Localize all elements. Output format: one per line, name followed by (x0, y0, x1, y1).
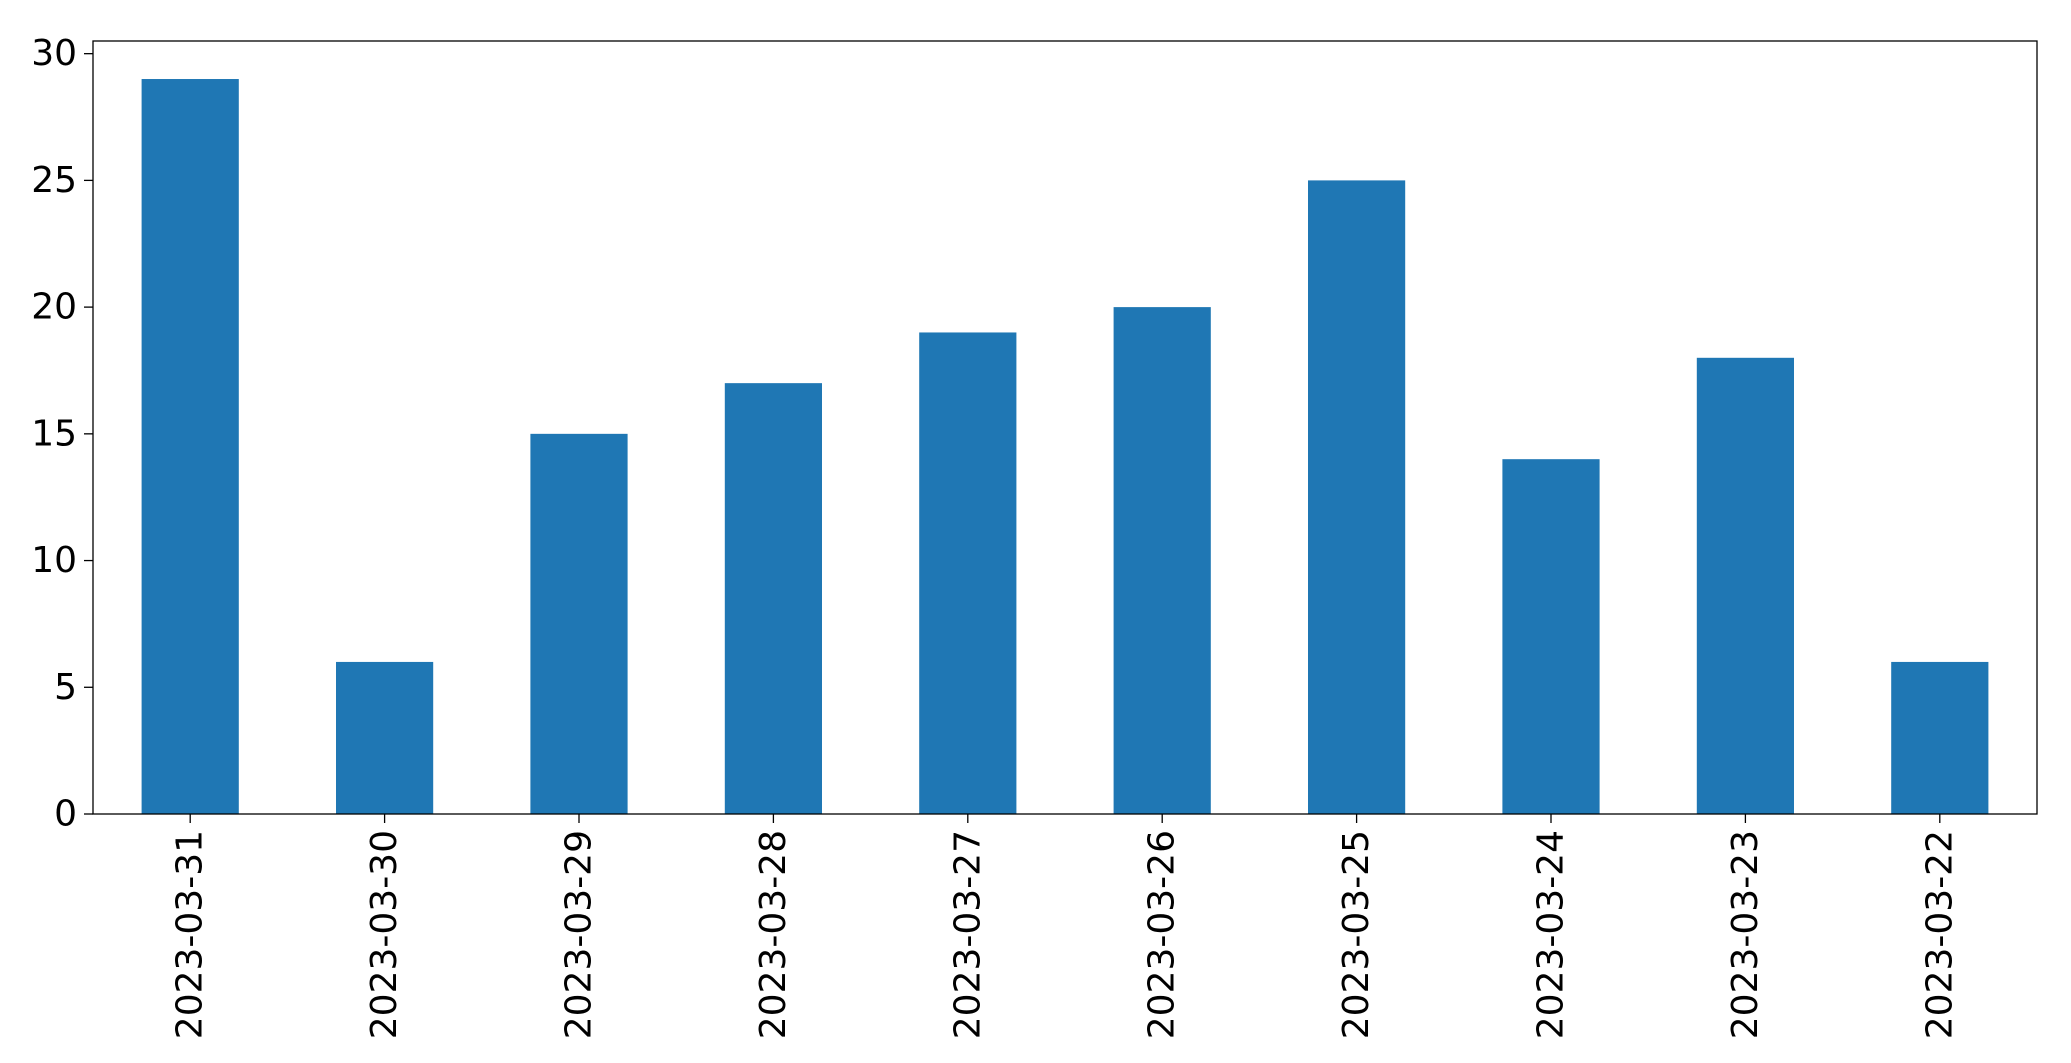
x-tick-label: 2023-03-26 (1142, 830, 1183, 1039)
bar-2023-03-28 (724, 383, 822, 814)
x-tick-label: 2023-03-23 (1725, 830, 1766, 1039)
bar-2023-03-23 (1696, 357, 1794, 814)
x-tick-label: 2023-03-27 (947, 830, 988, 1039)
y-tick-label: 15 (31, 413, 77, 454)
y-tick-label: 5 (54, 667, 77, 708)
y-tick-label: 30 (31, 33, 77, 74)
x-axis: 2023-03-31 2023-03-30 2023-03-29 2023-03-28… (170, 814, 1960, 1039)
bar-2023-03-22 (1891, 661, 1989, 814)
x-tick-label: 2023-03-25 (1336, 830, 1377, 1039)
plot-frame (92, 40, 2038, 815)
bar-2023-03-29 (530, 433, 628, 814)
bar-2023-03-27 (919, 332, 1017, 814)
bar-2023-03-30 (336, 661, 434, 814)
x-tick-label: 2023-03-29 (559, 830, 600, 1039)
bar-2023-03-25 (1308, 180, 1406, 814)
y-tick-label: 0 (54, 794, 77, 835)
bar-2023-03-26 (1113, 307, 1211, 814)
bar-2023-03-31 (141, 79, 239, 814)
x-tick-label: 2023-03-24 (1531, 830, 1572, 1039)
y-axis: 0 5 10 15 20 25 30 (31, 33, 93, 835)
x-tick-label: 2023-03-28 (753, 830, 794, 1039)
x-tick-label: 2023-03-22 (1919, 830, 1960, 1039)
y-tick-label: 20 (31, 287, 77, 328)
x-tick-label: 2023-03-31 (170, 830, 211, 1039)
x-tick-label: 2023-03-30 (364, 830, 405, 1039)
bar-2023-03-24 (1502, 459, 1600, 814)
y-tick-label: 25 (31, 160, 77, 201)
bars-layer (141, 79, 1989, 814)
y-tick-label: 10 (31, 540, 77, 581)
